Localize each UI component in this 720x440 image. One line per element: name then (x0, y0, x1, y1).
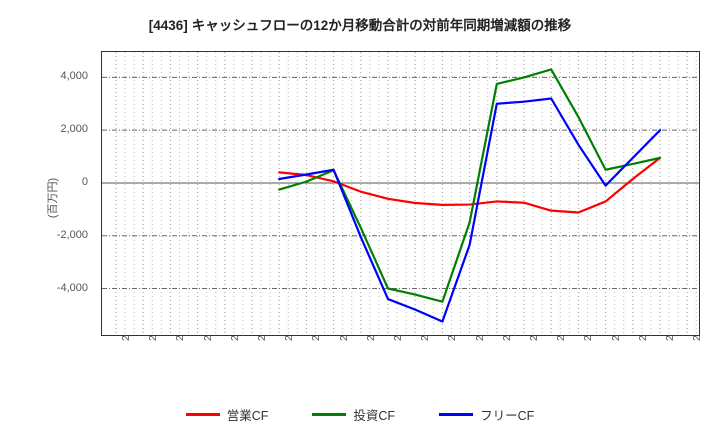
legend-swatch-icon (185, 413, 220, 416)
y-tick-label: 4,000 (60, 70, 88, 83)
grid-major-y (102, 76, 699, 289)
y-tick-label: -2,000 (56, 228, 88, 241)
plot-area (101, 51, 700, 336)
chart-legend: 営業CF 投資CF フリーCF (0, 405, 720, 424)
series-line-0 (278, 156, 662, 214)
legend-label: 投資CF (353, 409, 396, 423)
plot-border (101, 51, 700, 336)
legend-label: フリーCF (480, 409, 535, 423)
legend-swatch-icon (312, 413, 347, 416)
chart-title: [4436] キャッシュフローの12か月移動合計の対前年同期増減額の推移 (0, 14, 720, 34)
legend-item-1[interactable]: 投資CF (312, 405, 395, 424)
y-tick-label: 2,000 (60, 123, 88, 136)
series-layer (278, 68, 662, 323)
legend-item-0[interactable]: 営業CF (185, 405, 269, 424)
series-line-2 (278, 97, 662, 323)
chart-title-code: [4436] (148, 18, 188, 33)
legend-item-2[interactable]: フリーCF (439, 405, 534, 424)
legend-label: 営業CF (226, 409, 269, 423)
plot-svg (101, 51, 700, 336)
legend-swatch-icon (439, 413, 474, 416)
chart-title-text: キャッシュフローの12か月移動合計の対前年同期増減額の推移 (191, 18, 572, 33)
y-tick-label: 0 (81, 175, 88, 188)
y-tick-label: -4,000 (56, 281, 88, 294)
